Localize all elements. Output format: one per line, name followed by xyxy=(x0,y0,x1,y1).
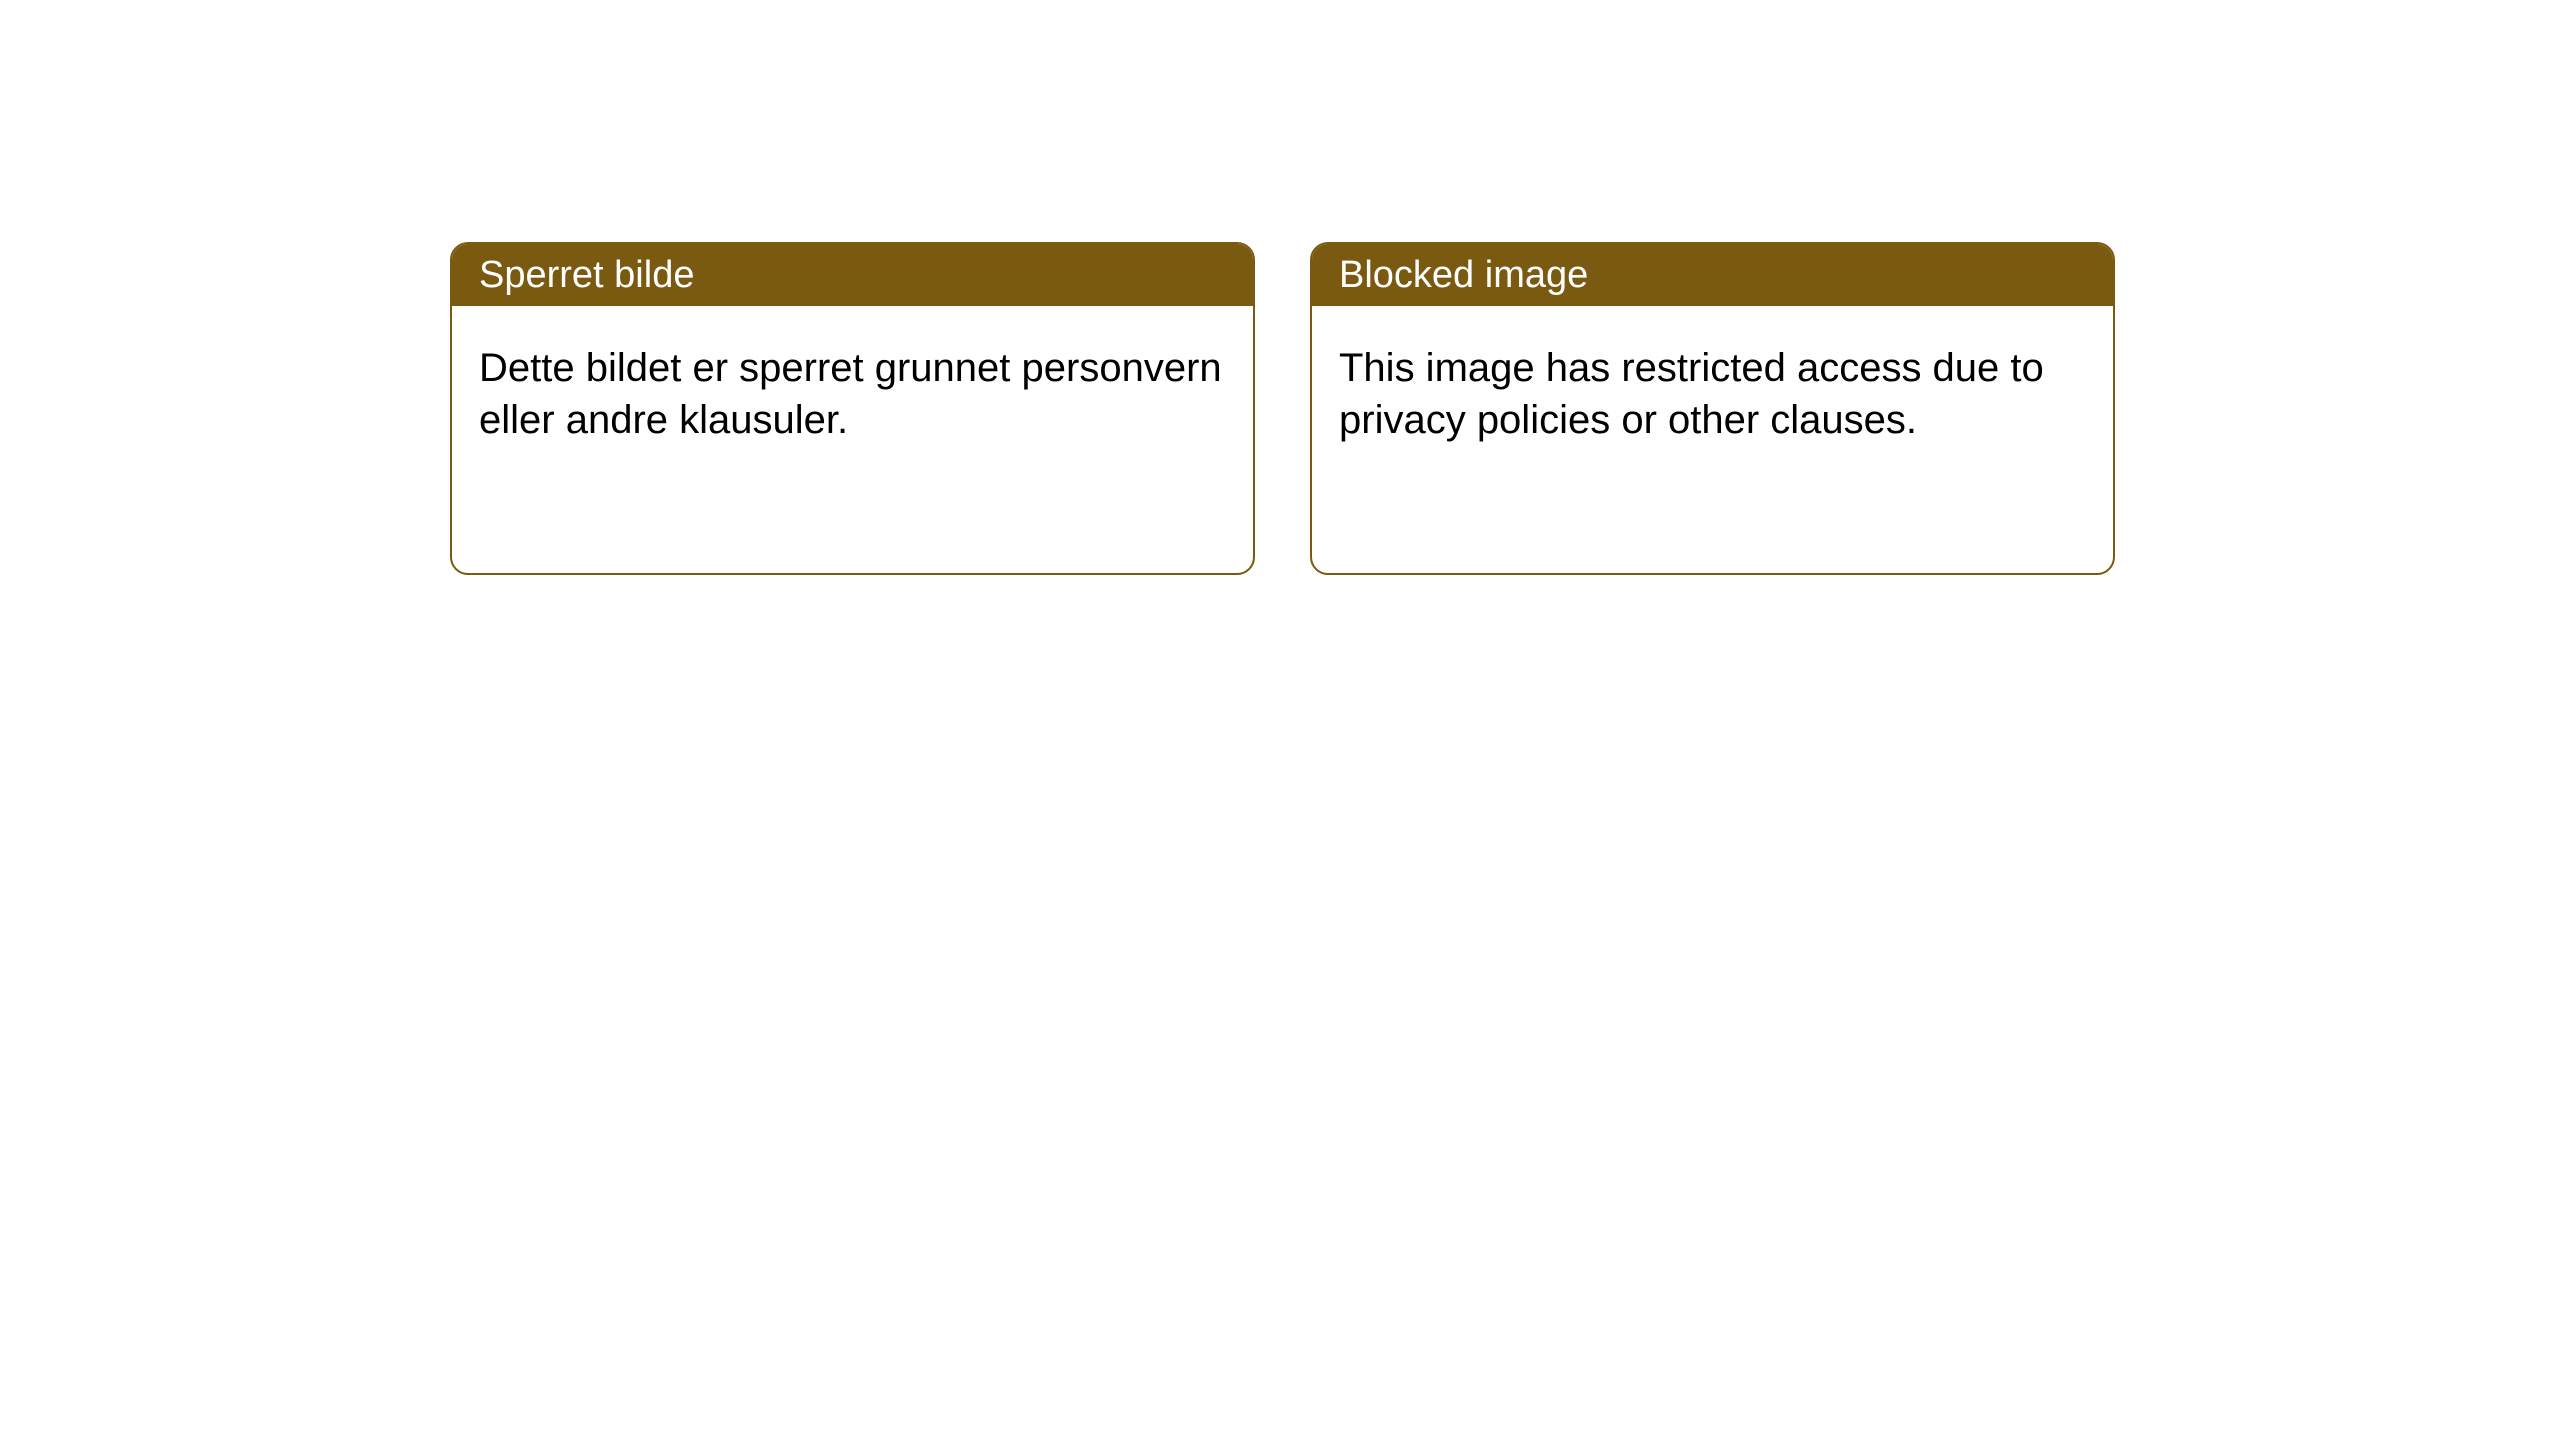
notice-body: Dette bildet er sperret grunnet personve… xyxy=(452,306,1253,482)
notice-body: This image has restricted access due to … xyxy=(1312,306,2113,482)
notice-box-norwegian: Sperret bilde Dette bildet er sperret gr… xyxy=(450,242,1255,575)
notice-container: Sperret bilde Dette bildet er sperret gr… xyxy=(450,242,2115,575)
notice-header: Blocked image xyxy=(1312,244,2113,306)
notice-header: Sperret bilde xyxy=(452,244,1253,306)
notice-box-english: Blocked image This image has restricted … xyxy=(1310,242,2115,575)
